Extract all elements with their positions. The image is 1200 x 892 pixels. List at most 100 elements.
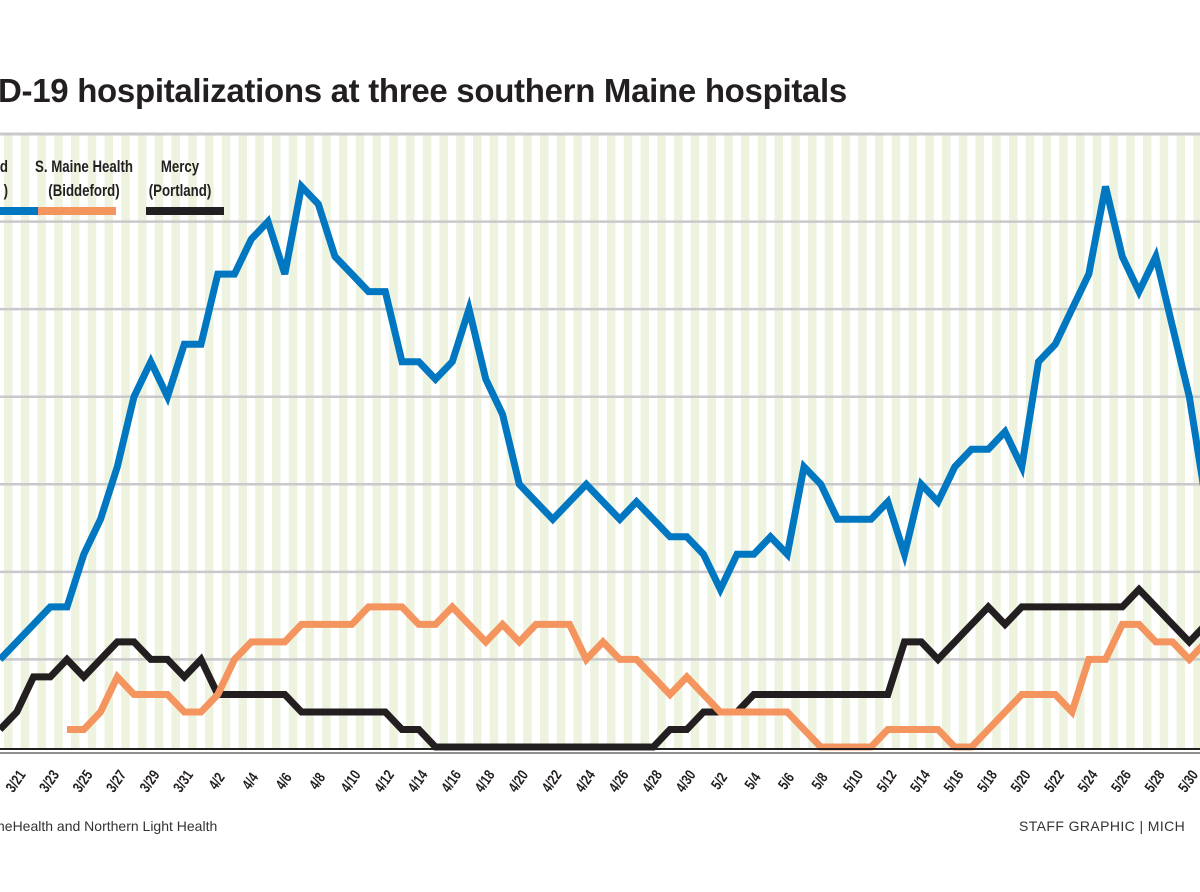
- day-stripe: [1159, 134, 1169, 749]
- series-line-2: [0, 584, 1200, 751]
- x-tick-label: 4/18: [471, 767, 498, 796]
- x-tick-label: 5/28: [1141, 767, 1168, 796]
- day-stripe: [221, 134, 231, 749]
- x-tick-label: 5/6: [775, 770, 798, 793]
- day-stripe: [355, 134, 365, 749]
- day-stripe: [891, 134, 901, 749]
- day-stripe: [1059, 134, 1068, 749]
- day-stripe: [1092, 134, 1102, 749]
- day-stripe: [607, 134, 616, 749]
- day-stripe: [590, 134, 599, 749]
- x-tick-label: 3/23: [36, 767, 63, 795]
- day-stripe: [322, 134, 331, 749]
- day-stripe: [238, 134, 247, 749]
- x-tick-label: 3/25: [69, 767, 96, 796]
- x-tick-label: 5/26: [1108, 767, 1135, 795]
- day-stripe: [925, 134, 934, 749]
- day-stripe: [958, 134, 968, 749]
- day-stripe: [640, 134, 649, 749]
- day-stripe: [1042, 134, 1051, 749]
- x-tick-label: 4/12: [371, 767, 398, 795]
- day-stripe: [573, 134, 582, 749]
- day-stripe: [724, 134, 733, 749]
- day-stripe: [439, 134, 448, 749]
- day-stripe: [774, 134, 783, 749]
- chart-title: D-19 hospitalizations at three southern …: [0, 72, 847, 109]
- day-stripe: [623, 134, 633, 749]
- day-stripe: [372, 134, 381, 749]
- day-stripe: [154, 134, 164, 749]
- day-stripe: [875, 134, 884, 749]
- day-stripe: [1025, 134, 1035, 749]
- day-stripe: [858, 134, 867, 749]
- x-tick-labels: 3/21 3/23 3/25 3/27 3/29 3/31 4/2 4/4 4/6 4/8 4/10…: [2, 767, 1200, 796]
- day-stripe: [674, 134, 683, 749]
- x-tick-label: 4/28: [639, 767, 666, 796]
- x-tick-label: 4/8: [306, 769, 329, 792]
- day-stripe: [489, 134, 499, 749]
- day-stripe: [841, 134, 850, 749]
- day-stripe: [824, 134, 834, 749]
- x-tick-label: 3/31: [170, 767, 197, 796]
- x-tick-label: 3/29: [136, 767, 163, 795]
- day-stripe: [473, 134, 482, 749]
- day-stripe: [556, 134, 566, 749]
- day-stripe: [255, 134, 264, 749]
- legend-swatch: [146, 207, 224, 215]
- series-line-1: [67, 601, 1200, 751]
- day-stripe: [657, 134, 666, 749]
- day-stripes: [4, 134, 1200, 749]
- x-tick-label: 5/12: [873, 767, 900, 795]
- x-tick-label: 5/10: [840, 767, 867, 795]
- x-tick-label: 4/26: [605, 767, 632, 795]
- x-tick-label: 4/16: [438, 767, 465, 795]
- day-stripe: [690, 134, 700, 749]
- day-stripe: [272, 134, 281, 749]
- day-stripe: [104, 134, 113, 749]
- day-stripe: [1109, 134, 1118, 749]
- day-stripe: [791, 134, 800, 749]
- x-tick-label: 4/6: [272, 770, 295, 793]
- legend-swatch: [38, 207, 116, 215]
- x-tick-label: 5/30: [1175, 767, 1200, 795]
- day-stripe: [1126, 134, 1135, 749]
- day-stripe: [339, 134, 348, 749]
- x-tick-label: 5/2: [708, 770, 731, 793]
- x-tick-label: 5/18: [974, 767, 1001, 796]
- day-stripe: [188, 134, 197, 749]
- x-tick-label: 3/21: [2, 767, 29, 796]
- day-stripe: [808, 134, 817, 749]
- x-tick-label: 4/10: [337, 767, 364, 795]
- day-stripe: [523, 134, 532, 749]
- x-tick-label: 4/24: [572, 767, 599, 796]
- day-stripe: [4, 134, 13, 749]
- source-note: neHealth and Northern Light Health: [0, 818, 218, 834]
- legend-label: ): [4, 182, 8, 201]
- legend-label: d: [0, 158, 8, 177]
- x-tick-label: 4/30: [672, 767, 699, 795]
- day-stripe: [37, 134, 46, 749]
- x-tick-label: 5/8: [808, 769, 831, 792]
- day-stripe: [540, 134, 549, 749]
- x-tick-label: 5/22: [1041, 767, 1068, 795]
- x-tick-label: 4/14: [404, 767, 431, 796]
- x-tick-label: 4/4: [239, 769, 262, 792]
- staff-credit: STAFF GRAPHIC | MICH: [1019, 818, 1186, 834]
- legend-label: (Portland): [149, 182, 212, 201]
- x-tick-label: 4/22: [538, 767, 565, 795]
- x-axis: [0, 748, 1200, 754]
- day-stripe: [406, 134, 415, 749]
- day-stripe: [71, 134, 80, 749]
- day-stripe: [1143, 134, 1152, 749]
- day-stripe: [741, 134, 750, 749]
- day-stripe: [757, 134, 767, 749]
- x-tick-label: 5/14: [907, 767, 934, 796]
- day-stripe: [707, 134, 716, 749]
- x-tick-label: 3/27: [103, 767, 130, 795]
- x-tick-label: 5/24: [1074, 767, 1101, 796]
- day-stripe: [389, 134, 398, 749]
- x-tick-label: 5/20: [1007, 767, 1034, 795]
- day-stripe: [942, 134, 951, 749]
- x-tick-label: 5/16: [940, 767, 967, 795]
